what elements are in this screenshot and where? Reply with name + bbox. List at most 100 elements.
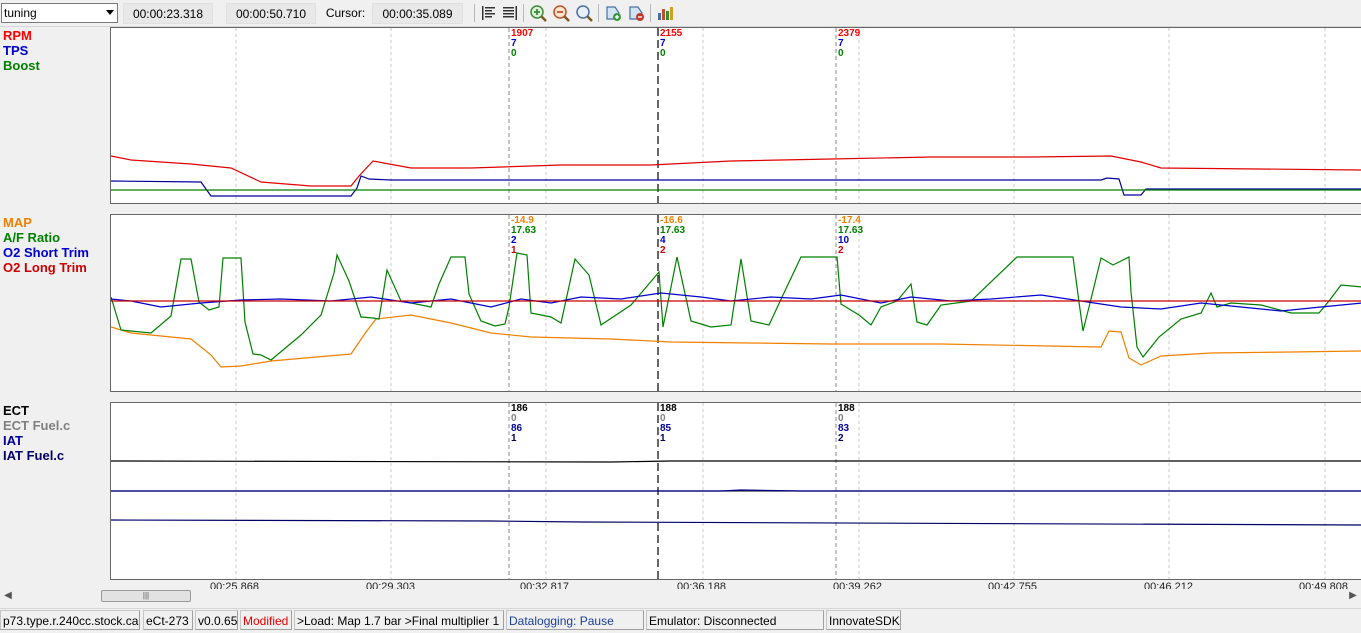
plot-canvas xyxy=(111,215,1361,391)
marker-readout-value: 17.63 xyxy=(511,225,537,236)
status-datalogging: Datalogging: Pause xyxy=(506,610,644,630)
signal-trace xyxy=(111,252,1361,361)
channel-label: Boost xyxy=(3,58,40,73)
end-time-field[interactable]: 00:00:50.710 xyxy=(226,3,316,24)
toolbar-separator xyxy=(650,4,651,22)
align-left-icon[interactable] xyxy=(480,4,498,22)
status-modified: Modified xyxy=(240,610,292,630)
marker-readout-value: 2379 xyxy=(838,28,861,39)
time-axis-tick-label: 00:36.188 xyxy=(677,581,726,590)
scroll-right-arrow-icon[interactable]: ▶ xyxy=(1349,590,1357,601)
toolbar-separator xyxy=(598,4,599,22)
status-version: v0.0.65 xyxy=(195,610,238,630)
marker-readout-value: 2 xyxy=(511,235,517,246)
marker-readout-value: 188 xyxy=(838,403,855,414)
plot-panel-rpm-tps-boost[interactable]: 1907 7 0 2155 7 0 2379 7 0 xyxy=(110,27,1361,204)
marker-readout-value: 0 xyxy=(838,413,844,424)
status-bar: p73.type.r.240cc.stock.cal eCt-273 v0.0.… xyxy=(0,608,1361,633)
marker-readout-value: 1 xyxy=(511,245,517,256)
marker-readout-value: 186 xyxy=(511,403,528,414)
marker-readout-value: 2155 xyxy=(660,28,683,39)
mode-select-value: tuning xyxy=(4,6,37,20)
status-calibration-file: p73.type.r.240cc.stock.cal xyxy=(0,610,140,630)
marker-readout-value: 1 xyxy=(511,433,517,444)
channel-labels: RPM TPS Boost MAP A/F Ratio O2 Short Trim O2 L… xyxy=(0,27,110,580)
marker-readout-value: 7 xyxy=(660,38,666,49)
toolbar-separator xyxy=(523,4,524,22)
remove-marker-icon[interactable] xyxy=(627,4,645,22)
time-axis-tick-label: 00:49.808 xyxy=(1299,581,1348,590)
signal-trace xyxy=(111,314,1361,368)
marker-readout-value: 2 xyxy=(838,245,844,256)
signal-trace xyxy=(111,489,1361,492)
channel-label: O2 Short Trim xyxy=(3,245,89,260)
channel-label: O2 Long Trim xyxy=(3,260,87,275)
time-axis-tick-label: 00:25.868 xyxy=(210,581,259,590)
time-axis-tick-label: 00:32.817 xyxy=(520,581,569,590)
marker-readout-value: 4 xyxy=(660,235,666,246)
add-marker-icon[interactable] xyxy=(604,4,622,22)
align-justify-icon[interactable] xyxy=(501,4,519,22)
toolbar-separator xyxy=(474,4,475,22)
marker-readout-value: 17.63 xyxy=(660,225,686,236)
scroll-left-arrow-icon[interactable]: ◀ xyxy=(4,590,12,601)
time-axis-tick-label: 00:46.212 xyxy=(1144,581,1193,590)
channel-label: IAT xyxy=(3,433,23,448)
marker-readout-value: 86 xyxy=(511,423,523,434)
marker-readout-value: 188 xyxy=(660,403,677,414)
zoom-in-icon[interactable] xyxy=(529,4,547,22)
chart-config-icon[interactable] xyxy=(656,4,674,22)
status-ect-id: eCt-273 xyxy=(143,610,193,630)
plot-panel-ect-iat[interactable]: 186 0 86 1 188 0 85 1 188 0 83 2 xyxy=(110,402,1361,580)
chevron-down-icon xyxy=(106,10,114,15)
marker-readout-value: 0 xyxy=(660,413,666,424)
marker-readout-value: 2 xyxy=(660,245,666,256)
time-axis: 00:25.868 00:29.303 00:32.817 00:36.188 00:3… xyxy=(110,580,1361,589)
plot-canvas xyxy=(111,403,1361,579)
plot-panel-map-afr-o2[interactable]: -14.9 17.63 2 1 -16.6 17.63 4 2 -17.4 17.63 10 2 xyxy=(110,214,1361,392)
status-sdk: InnovateSDK xyxy=(826,610,901,630)
horizontal-scrollbar[interactable]: ◀ ||| ▶ xyxy=(0,589,1361,603)
scroll-thumb[interactable]: ||| xyxy=(101,590,191,602)
channel-label: IAT Fuel.c xyxy=(3,448,65,463)
zoom-out-icon[interactable] xyxy=(552,4,570,22)
signal-trace xyxy=(111,519,1361,526)
signal-trace xyxy=(111,292,1361,312)
time-axis-tick-label: 00:42.755 xyxy=(988,581,1037,590)
marker-readout-value: 17.63 xyxy=(838,225,864,236)
time-axis-tick-label: 00:39.262 xyxy=(833,581,882,590)
marker-readout-value: 1 xyxy=(660,433,666,444)
cursor-time-field[interactable]: 00:00:35.089 xyxy=(372,3,463,24)
zoom-fit-icon[interactable] xyxy=(575,4,593,22)
channel-label: MAP xyxy=(3,215,32,230)
marker-readout-value: -14.9 xyxy=(511,215,534,226)
signal-trace xyxy=(111,175,1361,197)
cursor-label: Cursor: xyxy=(325,6,366,20)
marker-readout-value: 7 xyxy=(511,38,517,49)
time-axis-tick-label: 00:29.303 xyxy=(366,581,415,590)
start-time-field[interactable]: 00:00:23.318 xyxy=(123,3,213,24)
marker-readout-value: -17.4 xyxy=(838,215,861,226)
marker-readout-value: 1907 xyxy=(511,28,534,39)
channel-label: TPS xyxy=(3,43,29,58)
signal-trace xyxy=(111,155,1361,187)
status-breadcrumb: >Load: Map 1.7 bar >Final multiplier 1 xyxy=(294,610,504,630)
channel-label: ECT Fuel.c xyxy=(3,418,71,433)
marker-readout-value: 0 xyxy=(838,48,844,59)
toolbar: tuning 00:00:23.318 00:00:50.710 Cursor:… xyxy=(0,0,1361,27)
marker-readout-value: 0 xyxy=(511,48,517,59)
plot-canvas xyxy=(111,28,1361,203)
status-emulator: Emulator: Disconnected xyxy=(646,610,824,630)
signal-trace xyxy=(111,460,1361,463)
marker-readout-value: 83 xyxy=(838,423,850,434)
mode-select[interactable]: tuning xyxy=(1,3,118,23)
channel-label: A/F Ratio xyxy=(3,230,61,245)
marker-readout-value: 85 xyxy=(660,423,672,434)
channel-label: RPM xyxy=(3,28,32,43)
marker-readout-value: -16.6 xyxy=(660,215,683,226)
marker-readout-value: 0 xyxy=(660,48,666,59)
marker-readout-value: 0 xyxy=(511,413,517,424)
marker-readout-value: 10 xyxy=(838,235,850,246)
channel-label: ECT xyxy=(3,403,29,418)
